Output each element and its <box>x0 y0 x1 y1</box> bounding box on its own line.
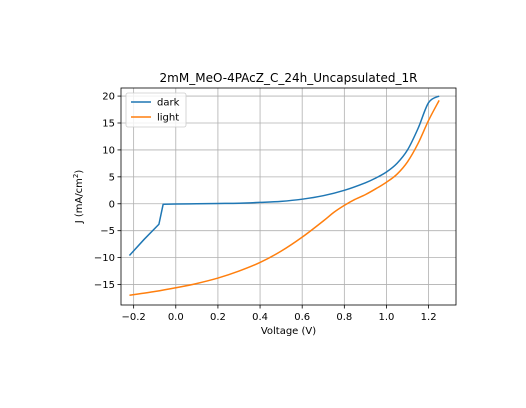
x-tick-label: 0.0 <box>168 312 184 323</box>
plot-frame <box>120 87 457 306</box>
x-axis: −0.2 0.0 0.2 0.4 0.6 0.8 1.0 1.2 <box>121 305 437 323</box>
x-tick-label: 0.8 <box>336 312 352 323</box>
y-axis-label-prefix: J (mA/cm <box>74 178 85 224</box>
y-axis: −15 −10 −5 0 5 10 15 20 <box>94 92 121 291</box>
x-tick-label: 1.0 <box>379 312 395 323</box>
series-line-dark <box>128 95 440 256</box>
y-axis-label: J (mA/cm2) <box>72 170 85 225</box>
x-tick-label: 0.2 <box>210 312 226 323</box>
x-tick-label: 1.2 <box>421 312 437 323</box>
legend-label-light: light <box>157 113 179 124</box>
y-tick-label: −10 <box>94 253 115 264</box>
chart-title: 2mM_MeO-4PAcZ_C_24h_Uncapsulated_1R <box>160 71 418 85</box>
x-tick-label: 0.6 <box>294 312 310 323</box>
y-tick-label: 15 <box>102 119 115 130</box>
y-axis-label-superscript: 2 <box>72 174 80 178</box>
y-tick-label: −15 <box>94 280 115 291</box>
x-tick-label: 0.4 <box>252 312 268 323</box>
y-axis-label-suffix: ) <box>74 170 85 174</box>
y-tick-label: 5 <box>109 172 115 183</box>
y-tick-label: 0 <box>109 199 115 210</box>
legend-label-dark: dark <box>157 98 180 109</box>
y-tick-label: 20 <box>102 92 115 103</box>
x-axis-label: Voltage (V) <box>261 326 316 337</box>
series-line-light <box>129 100 440 297</box>
y-tick-label: 10 <box>102 145 115 156</box>
x-tick-label: −0.2 <box>121 312 145 323</box>
y-tick-label: −5 <box>100 226 115 237</box>
legend: dark light <box>125 92 187 128</box>
series-lines <box>128 95 440 297</box>
